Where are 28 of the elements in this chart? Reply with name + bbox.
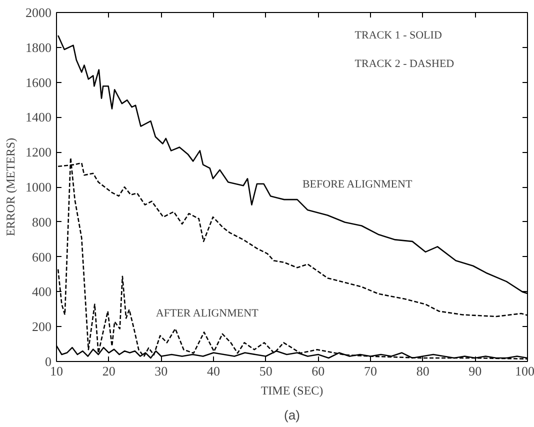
y-tick-label: 400 — [32, 284, 52, 300]
y-tick-label: 1600 — [26, 74, 52, 90]
x-tick-label: 100 — [515, 364, 534, 378]
y-axis-title: ERROR (METERS) — [4, 138, 18, 236]
x-tick-label: 70 — [364, 364, 377, 378]
annotation: BEFORE ALIGNMENT — [302, 178, 412, 190]
x-tick-label: 50 — [259, 364, 272, 378]
y-tick-label: 1400 — [26, 110, 52, 125]
annotation: AFTER ALIGNMENT — [156, 308, 259, 320]
text: (a) — [284, 408, 300, 422]
y-tick-label: 1800 — [26, 40, 52, 55]
x-tick-label: 10 — [50, 364, 63, 378]
x-tick-label: 20 — [102, 364, 116, 378]
annotation: TRACK 1 - SOLID — [354, 29, 442, 42]
x-tick-label: 60 — [312, 364, 325, 378]
annotation: TRACK 2 - DASHED — [354, 58, 454, 70]
y-tick-label: 200 — [32, 319, 52, 334]
y-tick-label: 800 — [32, 214, 52, 230]
x-tick-label: 80 — [416, 364, 430, 378]
y-tick-label: 0 — [45, 354, 52, 369]
x-tick-label: 40 — [207, 364, 220, 378]
y-tick-label: 600 — [32, 249, 52, 264]
x-tick-label: 90 — [468, 364, 482, 378]
x-tick-label: 30 — [154, 364, 168, 378]
y-tick-label: 1200 — [26, 144, 52, 160]
x-axis-title: TIME (SEC) — [260, 384, 324, 398]
y-tick-label: 2000 — [26, 5, 52, 20]
y-tick-label: 1000 — [26, 180, 52, 194]
